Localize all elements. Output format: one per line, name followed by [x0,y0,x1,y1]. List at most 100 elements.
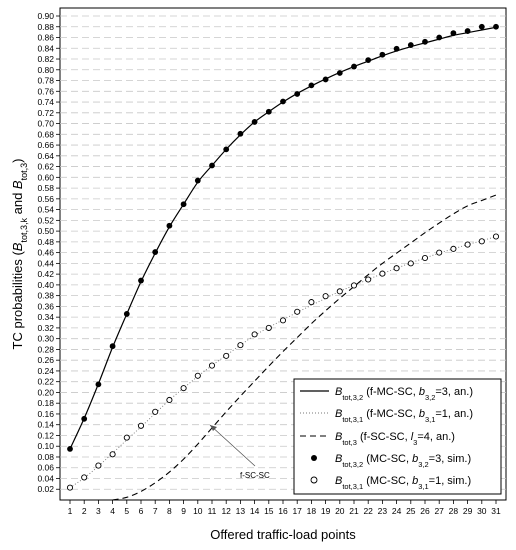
data-point-filled [294,91,301,97]
data-point-open [308,299,315,306]
x-tick-label: 11 [208,506,217,516]
data-point-filled [422,38,428,45]
x-tick-label: 8 [167,506,172,516]
x-tick-label: 13 [236,506,246,516]
legend-label: Btot,3,2 (MC-SC, b3,2=3, sim.) [335,453,471,469]
data-point-open [166,396,173,404]
data-point-open [66,484,74,491]
y-tick-label: 0.90 [37,11,54,21]
data-point-filled [365,57,372,63]
y-tick-label: 0.38 [37,291,54,301]
y-tick-label: 0.50 [37,226,54,236]
x-tick-label: 7 [153,506,158,516]
data-point-open [194,372,201,379]
y-tick-label: 0.48 [37,237,54,247]
data-point-filled [407,42,414,48]
y-tick-label: 0.86 [37,33,54,43]
legend-box [293,378,502,495]
x-tick-label: 3 [96,506,101,516]
x-tick-label: 5 [124,506,129,516]
legend-label: Btot,3,1 (MC-SC, b3,1=1, sim.) [335,475,471,491]
y-tick-label: 0.40 [37,280,54,290]
x-tick-label: 28 [449,506,459,516]
data-point-open [365,276,372,283]
data-point-open [322,293,329,300]
y-tick-label: 0.52 [37,215,54,225]
legend-label: Btot,3,2 (f-MC-SC, b3,2=3, an.) [335,386,473,402]
y-tick-label: 0.88 [37,22,54,32]
x-tick-label: 21 [349,506,359,516]
legend-label: Btot,3 (f-SC-SC, l3=4, an.) [335,431,455,447]
y-tick-label: 0.80 [37,65,54,75]
x-tick-label: 10 [193,506,203,516]
y-tick-label: 0.72 [37,108,54,118]
annotation-label: f-SC-SC [240,471,270,480]
x-tick-label: 4 [110,506,115,516]
data-point-filled [280,98,286,105]
y-tick-label: 0.42 [37,269,54,279]
data-point-filled [336,70,343,76]
data-point-filled [81,415,88,422]
data-point-open [421,254,429,262]
y-tick-label: 0.34 [37,312,54,322]
data-point-open [478,238,485,245]
data-point-filled [109,343,116,350]
x-tick-label: 24 [392,506,402,516]
data-point-filled [251,119,258,125]
y-tick-label: 0.20 [37,387,54,397]
data-point-open [208,362,216,369]
x-tick-label: 12 [221,506,231,516]
y-tick-label: 0.56 [37,194,54,204]
data-point-open [180,385,187,392]
data-point-filled [209,162,215,169]
y-tick-label: 0.44 [37,258,54,268]
data-point-open [95,462,102,469]
x-tick-label: 29 [463,506,473,516]
data-point-open [464,241,471,248]
y-tick-label: 0.08 [37,452,54,462]
data-point-filled [478,23,485,30]
data-point-open [436,249,443,256]
x-tick-label: 9 [181,506,186,516]
x-tick-label: 19 [321,506,331,516]
x-tick-label: 1 [68,506,73,516]
y-tick-label: 0.64 [37,151,54,161]
y-tick-label: 0.04 [37,473,54,483]
data-point-open [223,352,230,359]
y-tick-label: 0.32 [37,323,54,333]
y-tick-label: 0.14 [37,420,54,430]
data-point-open [81,474,88,481]
data-point-open [279,317,287,324]
axis-ticks: 0.020.040.060.080.100.120.140.160.180.20… [37,11,501,516]
y-tick-label: 0.02 [37,484,54,494]
annotation-arrow-line [209,424,256,467]
x-tick-label: 20 [335,506,345,516]
data-point-filled [308,82,315,89]
y-tick-label: 0.46 [37,248,54,258]
y-tick-label: 0.82 [37,54,54,64]
data-point-filled [95,381,102,388]
x-axis-title: Offered traffic-load points [210,527,356,542]
y-tick-label: 0.60 [37,172,54,182]
y-tick-label: 0.78 [37,76,54,86]
data-point-open [137,422,145,429]
data-point-open [123,434,130,441]
data-point-open [492,233,500,240]
data-point-open [336,288,343,295]
x-tick-label: 18 [307,506,317,516]
y-tick-label: 0.06 [37,463,54,473]
y-tick-label: 0.68 [37,129,54,139]
y-tick-label: 0.70 [37,119,54,129]
data-point-filled [194,177,201,184]
x-tick-label: 15 [264,506,274,516]
y-tick-label: 0.18 [37,398,54,408]
data-point-filled [166,222,173,229]
legend: Btot,3,2 (f-MC-SC, b3,2=3, an.) Btot,3,1 … [293,378,502,495]
data-point-open [450,245,457,252]
y-tick-label: 0.62 [37,162,54,172]
y-tick-label: 0.30 [37,334,54,344]
x-tick-label: 30 [477,506,487,516]
x-tick-label: 27 [434,506,444,516]
legend-swatch-filled-circle [311,455,317,461]
x-tick-label: 23 [378,506,388,516]
